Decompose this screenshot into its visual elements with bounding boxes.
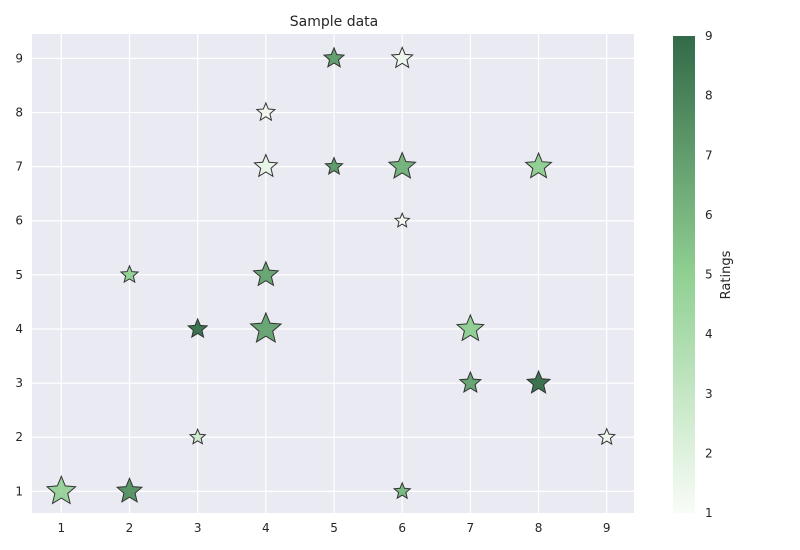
colorbar-tick-label: 1 <box>705 506 713 520</box>
star-point <box>188 427 207 445</box>
star-point <box>115 477 144 503</box>
data-points <box>45 46 617 505</box>
star-point <box>249 311 283 343</box>
star-point <box>525 369 552 394</box>
x-tick-label: 8 <box>535 521 543 535</box>
x-tick-label: 5 <box>330 521 338 535</box>
colorbar-tick-label: 8 <box>705 89 713 103</box>
star-point <box>252 260 280 287</box>
colorbar-tick-label: 3 <box>705 387 713 401</box>
colorbar-tick-label: 2 <box>705 446 713 460</box>
y-tick-label: 8 <box>15 105 23 119</box>
star-point <box>322 46 346 68</box>
star-point <box>458 370 483 394</box>
colorbar-tick-label: 7 <box>705 148 713 162</box>
chart-title: Sample data <box>290 14 378 30</box>
x-tick-label: 1 <box>57 521 65 535</box>
x-tick-label: 2 <box>126 521 134 535</box>
grid-lines <box>32 34 634 513</box>
x-tick-label: 4 <box>262 521 270 535</box>
star-point <box>324 156 344 175</box>
y-tick-label: 1 <box>15 484 23 498</box>
star-point <box>119 264 140 284</box>
x-tick-label: 9 <box>603 521 611 535</box>
colorbar-label: Ratings <box>719 250 734 299</box>
y-tick-label: 9 <box>15 51 23 65</box>
y-tick-label: 7 <box>15 160 23 174</box>
x-tick-label: 3 <box>194 521 202 535</box>
colorbar-tick-label: 4 <box>705 327 713 341</box>
colorbar-tick-label: 9 <box>705 29 713 43</box>
y-tick-label: 3 <box>15 376 23 390</box>
x-tick-label: 6 <box>398 521 406 535</box>
colorbar-tick-label: 5 <box>705 268 713 282</box>
star-point <box>253 153 279 178</box>
y-tick-label: 5 <box>15 268 23 282</box>
star-point <box>393 211 411 228</box>
colorbar <box>673 36 695 513</box>
star-point <box>524 151 553 179</box>
y-tick-label: 6 <box>15 214 23 228</box>
star-point <box>455 313 485 342</box>
x-tick-label: 7 <box>467 521 475 535</box>
y-tick-label: 2 <box>15 430 23 444</box>
y-tick-label: 4 <box>15 322 23 336</box>
star-point <box>390 46 414 69</box>
star-point <box>392 481 412 500</box>
star-point <box>45 475 77 505</box>
colorbar-tick-label: 6 <box>705 208 713 222</box>
star-point <box>255 101 277 122</box>
star-point <box>186 317 209 339</box>
star-point <box>597 427 617 446</box>
star-point <box>387 151 417 179</box>
